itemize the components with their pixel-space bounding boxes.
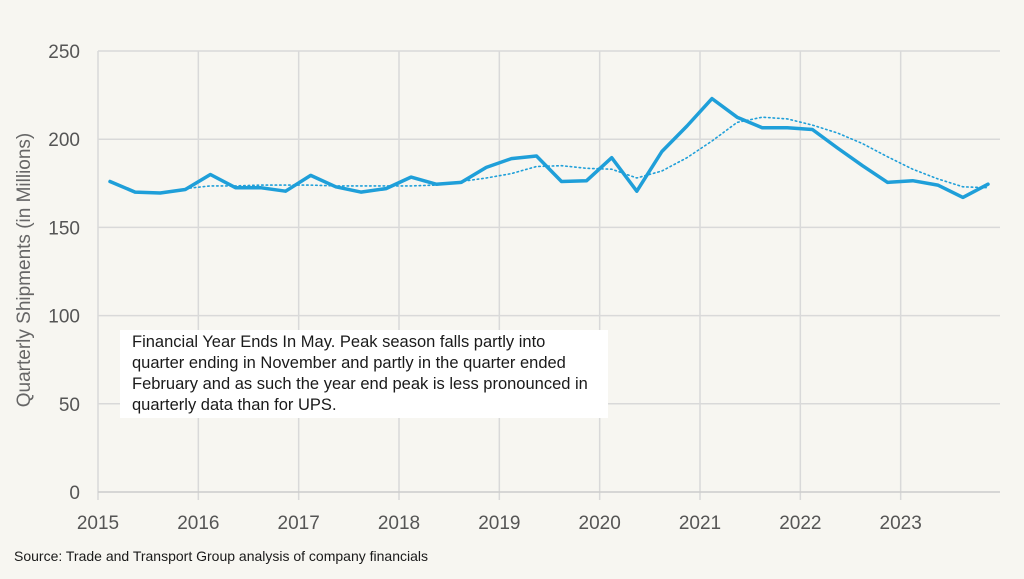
y-tick-label: 50 — [59, 395, 80, 416]
shipments-line — [108, 96, 990, 200]
y-tick-label: 250 — [48, 42, 80, 63]
source-note: Source: Trade and Transport Group analys… — [14, 548, 428, 564]
x-tick-label: 2020 — [579, 513, 621, 534]
gridlines — [97, 50, 1000, 500]
x-tick-label: 2017 — [278, 513, 320, 534]
x-tick-label: 2019 — [478, 513, 520, 534]
x-tick-label: 2015 — [77, 513, 119, 534]
x-tick-label: 2021 — [679, 513, 721, 534]
y-tick-label: 0 — [69, 483, 80, 504]
x-tick-label: 2018 — [378, 513, 420, 534]
y-tick-label: 200 — [48, 130, 80, 151]
y-axis-title: Quarterly Shipments (in Millions) — [14, 133, 35, 408]
x-tick-label: 2016 — [177, 513, 219, 534]
x-tick-label: 2022 — [779, 513, 821, 534]
tick-labels: 0 50 100 150 200 250 2015 2016 2017 2018 2019 2020 2… — [48, 42, 922, 534]
y-tick-label: 150 — [48, 218, 80, 239]
series-group — [108, 96, 990, 200]
y-tick-label: 100 — [48, 307, 80, 328]
x-tick-label: 2023 — [880, 513, 922, 534]
annotation-note: Financial Year Ends In May. Peak season … — [120, 330, 608, 418]
